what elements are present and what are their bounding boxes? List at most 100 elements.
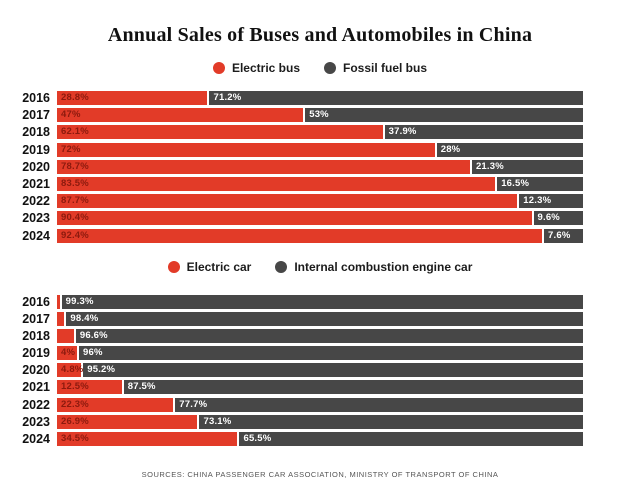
value-label: 4.8% [61,364,84,376]
value-label: 90.4% [61,212,89,224]
year-label: 2018 [22,328,50,343]
bar-track: 34.5% 65.5% [57,432,583,446]
year-label: 2017 [22,108,50,123]
value-label: 16.5% [501,177,530,189]
bar-track: 78.7% 21.3% [57,159,583,174]
value-label: 22.3% [61,398,89,410]
value-label: 96% [83,347,103,359]
value-label: 98.4% [70,312,99,324]
value-label: 78.7% [61,160,89,172]
chart-row: 2018 62.1% 37.9% [0,125,583,140]
chart-row: 2019 4% 96% [0,346,583,361]
value-label: 9.6% [537,212,560,224]
legend-item: Fossil fuel bus [324,61,427,75]
chart-row: 2020 78.7% 21.3% [0,159,583,174]
chart-row: 2024 34.5% 65.5% [0,432,583,446]
chart-row: 2017 98.4% [0,311,583,326]
electric-bar-segment: 92.4% [57,228,543,243]
fossil-bar-segment: 65.5% [239,432,583,446]
year-label: 2024 [22,432,50,446]
year-label: 2020 [22,363,50,378]
value-label: 83.5% [61,177,89,189]
chart-row: 2016 99.3% [0,294,583,309]
value-label: 73.1% [203,415,232,427]
bar-track: 92.4% 7.6% [57,228,583,243]
value-label: 53% [309,109,329,121]
year-label: 2021 [22,176,50,191]
year-label: 2021 [22,380,50,395]
electric-bar-segment: 4.8% [57,363,84,378]
chart-row: 2021 12.5% 87.5% [0,380,583,395]
year-label: 2020 [22,159,50,174]
value-label: 87.5% [127,381,156,393]
year-label: 2019 [22,346,50,361]
legend-label: Internal combustion engine car [294,259,473,274]
value-label: 34.5% [61,433,89,444]
electric-bar-segment: 34.5% [57,432,238,446]
electric-bar-segment: 22.3% [57,397,174,412]
chart-row: 2019 72% 28% [0,142,583,157]
electric-bar-segment: 4% [57,346,78,361]
legend-label: Electric bus [231,61,300,75]
legend-dot-icon [324,62,336,74]
year-label: 2022 [22,397,50,412]
bar-track: 72% 28% [57,142,583,157]
fossil-bar-segment: 77.7% [175,397,583,412]
bar-track: 4% 96% [57,346,583,361]
chart-row: 2020 4.8% 95.2% [0,363,583,378]
fossil-bar-segment: 12.3% [519,194,583,209]
electric-bar-segment: 83.5% [57,176,496,191]
bar-track: 22.3% 77.7% [57,397,583,412]
legend-dot-icon [167,260,180,273]
electric-bar-segment: 28.8% [57,91,208,105]
value-label: 92.4% [61,229,89,241]
value-label: 26.9% [61,415,89,427]
fossil-bar-segment: 96% [79,346,583,361]
fossil-bar-segment: 98.4% [66,311,583,326]
value-label: 96.6% [79,329,108,341]
electric-bar-segment: 12.5% [57,380,122,395]
bar-track: 12.5% 87.5% [57,380,583,395]
electric-bar-segment [57,328,74,343]
legend-item: Internal combustion engine car [275,260,472,274]
bar-track: 87.7% 12.3% [57,194,583,209]
legend-dot-icon [212,62,225,74]
fossil-bar-segment: 87.5% [123,380,583,395]
value-label: 4% [61,347,76,359]
year-label: 2019 [22,142,50,157]
electric-bar-segment: 72% [57,142,435,157]
year-label: 2024 [22,228,50,243]
year-label: 2017 [22,311,50,326]
bar-track: 62.1% 37.9% [57,125,583,140]
electric-bar-segment: 47% [57,108,304,123]
bar-track: 98.4% [57,311,583,326]
fossil-bar-segment: 21.3% [471,159,583,174]
fossil-bar-segment: 95.2% [83,363,583,378]
year-label: 2023 [22,414,50,429]
value-label: 87.7% [61,195,89,207]
fossil-bar-segment: 16.5% [497,176,583,191]
legend-item: Electric car [167,259,252,274]
year-label: 2018 [22,125,50,140]
value-label: 7.6% [548,229,571,241]
year-label: 2022 [22,194,50,209]
value-label: 62.1% [61,126,89,138]
chart-row: 2023 90.4% 9.6% [0,211,583,226]
value-label: 28% [440,143,461,155]
car-legend: Electric car Internal combustion engine c… [0,260,640,274]
electric-bar-segment [57,311,65,326]
electric-bar-segment: 78.7% [57,159,470,174]
fossil-bar-segment: 96.6% [75,328,583,343]
legend-label: Fossil fuel bus [343,61,428,75]
electric-bar-segment: 90.4% [57,211,532,226]
legend-label: Electric car [186,259,252,274]
chart-row: 2016 28.8% 71.2% [0,91,583,105]
sources-note: SOURCES: CHINA PASSENGER CAR ASSOCIATION… [141,470,499,479]
fossil-bar-segment: 73.1% [199,414,583,429]
chart-row: 2018 96.6% [0,328,583,343]
bar-track: 47% 53% [57,108,583,123]
car-chart: 2016 99.3% 2017 98.4% 2018 96.6% 2019 4% 96% 2020… [0,294,583,446]
fossil-bar-segment: 9.6% [533,211,583,226]
fossil-bar-segment: 28% [436,142,583,157]
electric-bar-segment [57,294,60,309]
